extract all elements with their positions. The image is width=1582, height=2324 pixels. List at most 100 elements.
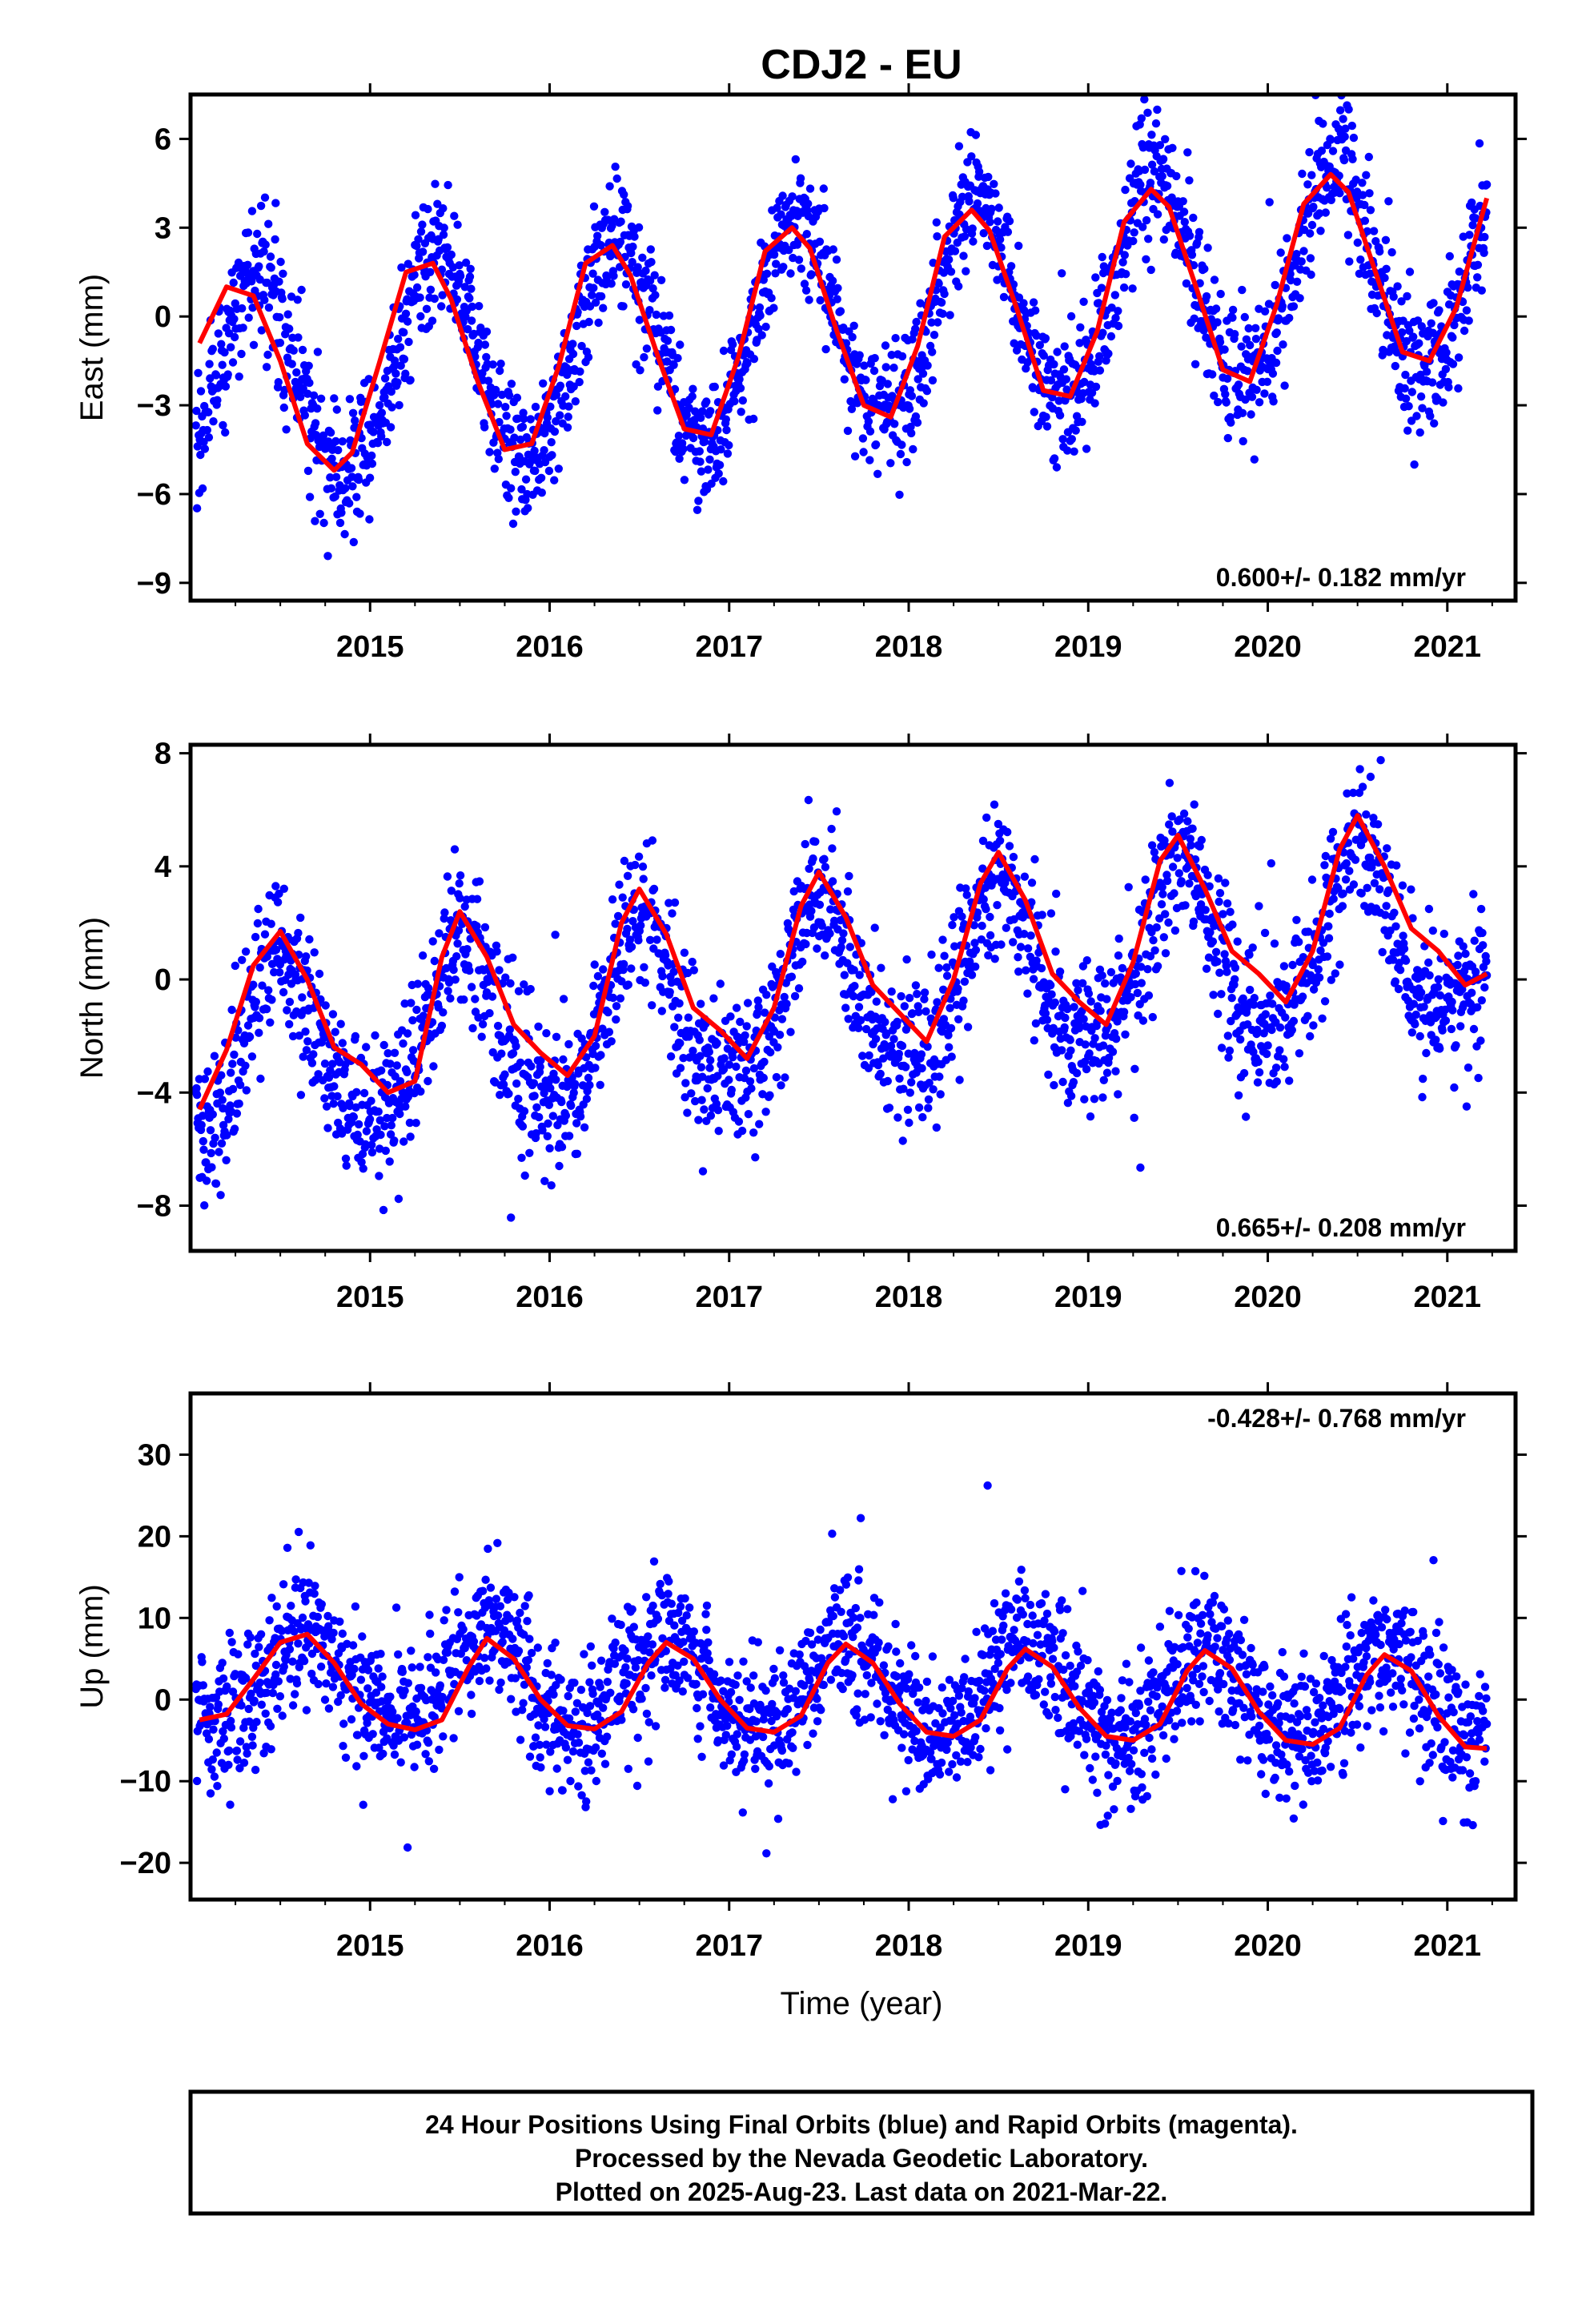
data-point [1431, 1035, 1440, 1044]
data-point [709, 994, 718, 1003]
data-point [532, 1103, 541, 1112]
data-point [1384, 197, 1393, 206]
data-point [387, 387, 396, 396]
data-point [729, 1053, 737, 1062]
data-point [1078, 979, 1087, 988]
data-point [849, 966, 858, 975]
data-point [845, 943, 855, 951]
data-point [340, 529, 349, 539]
data-point [192, 1084, 201, 1093]
data-point [771, 269, 780, 278]
data-point [1098, 252, 1106, 262]
data-point [513, 414, 522, 423]
data-point [455, 261, 464, 270]
data-point [388, 1707, 397, 1716]
data-point [929, 1085, 938, 1094]
data-point [828, 844, 837, 853]
data-point [727, 1085, 736, 1095]
data-point [1140, 94, 1149, 104]
data-point [1003, 827, 1012, 837]
data-point [1114, 951, 1123, 960]
data-point [612, 1002, 621, 1011]
data-point [408, 1015, 417, 1025]
data-point [214, 329, 223, 338]
data-point [1090, 1034, 1099, 1043]
data-point [656, 275, 666, 284]
data-point [700, 437, 709, 446]
data-point [1136, 1163, 1145, 1172]
data-point [1412, 412, 1421, 420]
data-point [607, 1037, 616, 1046]
data-point [264, 219, 273, 228]
data-point [895, 490, 904, 499]
data-point [1134, 1011, 1142, 1020]
data-point [1205, 882, 1214, 891]
data-point [1442, 348, 1451, 357]
data-point [406, 376, 415, 384]
data-point [900, 1002, 909, 1011]
data-point [286, 1675, 295, 1683]
data-point [306, 1541, 315, 1550]
data-point [1470, 936, 1479, 945]
data-point [1275, 1046, 1284, 1055]
data-point [1227, 994, 1236, 1003]
data-point [380, 374, 390, 383]
data-point [490, 464, 499, 473]
data-point [1246, 340, 1255, 350]
data-point [410, 271, 419, 279]
data-point [666, 325, 676, 335]
data-point [255, 275, 264, 284]
data-point [747, 1084, 756, 1093]
data-point [327, 1634, 336, 1644]
data-point [1060, 342, 1069, 351]
data-point [917, 1063, 926, 1073]
data-point [1005, 842, 1014, 850]
data-point [307, 1059, 317, 1068]
data-point [227, 1005, 236, 1015]
data-point [864, 417, 873, 426]
data-point [716, 979, 725, 988]
data-point [332, 405, 341, 414]
data-point [1461, 949, 1470, 959]
data-point [1351, 175, 1360, 184]
data-point [1403, 426, 1412, 435]
data-point [1099, 1076, 1109, 1085]
data-point [1146, 179, 1155, 187]
data-point [552, 1032, 561, 1042]
data-point [925, 1079, 934, 1088]
data-point [247, 277, 256, 286]
data-point [1121, 1030, 1130, 1039]
data-point [1389, 292, 1398, 301]
plot-frame [188, 92, 1518, 603]
data-point [329, 1628, 338, 1638]
data-point [827, 824, 836, 834]
y-tick-label: −8 [137, 1190, 171, 1224]
data-point [507, 380, 516, 388]
data-point [1085, 1049, 1094, 1058]
data-point [1482, 180, 1492, 189]
data-point [828, 877, 837, 886]
data-point [602, 273, 612, 282]
data-point [396, 1758, 405, 1767]
data-point [383, 437, 391, 447]
data-point [404, 1092, 412, 1101]
data-point [310, 1589, 319, 1598]
data-point [689, 433, 698, 443]
data-point [367, 451, 376, 460]
data-point [544, 1119, 552, 1128]
data-point [1295, 294, 1304, 303]
data-point [1252, 385, 1261, 394]
data-point [1439, 929, 1449, 939]
data-point [762, 269, 772, 278]
data-point [773, 1043, 782, 1052]
data-point [865, 1051, 873, 1060]
data-point [1208, 370, 1217, 379]
data-point [1355, 765, 1364, 774]
data-point [394, 335, 403, 344]
data-point [540, 1176, 549, 1186]
data-point [604, 1027, 614, 1036]
data-point [794, 255, 804, 264]
data-point [1044, 1070, 1053, 1080]
data-point [805, 296, 813, 304]
data-point [255, 1014, 264, 1023]
